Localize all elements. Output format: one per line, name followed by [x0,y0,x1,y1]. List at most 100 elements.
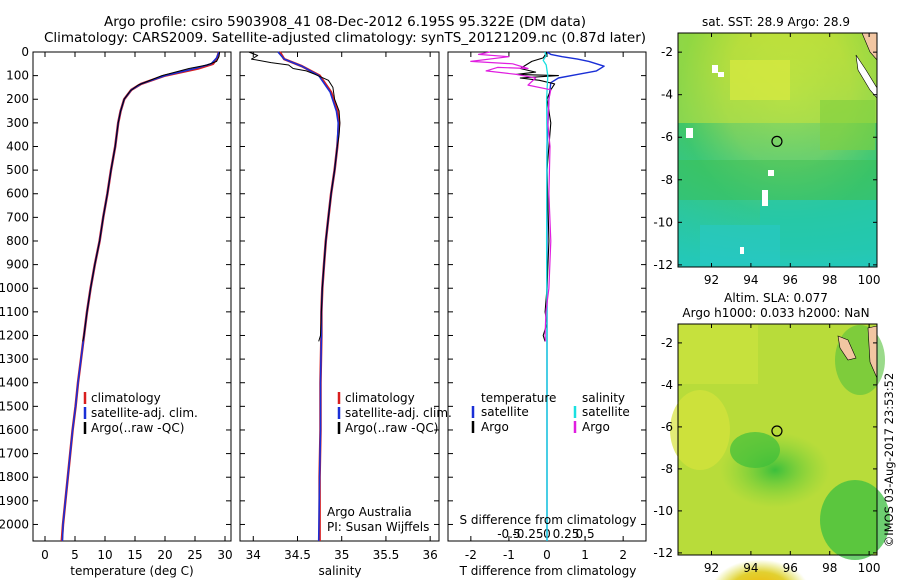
legend-label-climatology: climatology [91,391,161,405]
sla-map-image [670,324,890,580]
x-tick-label: 30 [217,548,232,562]
x-tick-label: -1 [503,548,515,562]
sst-map-axes [677,32,878,268]
y-tick-label: 300 [6,116,29,130]
x-tick-label: -2 [465,548,477,562]
x-tick-label: 25 [187,548,202,562]
y-tick-label: 2000 [0,517,29,531]
salinity-panel: 34 34.5 35 35.5 36 salinity climatology sate… [239,51,452,578]
salinity-legend: climatology satellite-adj. clim. Argo(..… [337,391,452,435]
x-tick-label: 35 [334,548,349,562]
sla-map-subtitle: Argo h1000: 0.033 h2000: NaN [682,306,869,320]
sla-map-title: Altim. SLA: 0.077 [724,291,828,305]
x-tick-label: 35.5 [373,548,400,562]
map-x-tick-label: 98 [822,561,837,575]
y-tick-label: 900 [6,258,29,272]
map-y-tick-label: -2 [661,336,673,350]
map-y-tick-label: -6 [661,130,673,144]
difference-panel: -2 -1 0 1 2 -0.5-0.25 0 0.250.5 S difference f… [447,51,647,578]
map-x-tick-label: 96 [783,561,798,575]
series-line-satellite-adj-clim- [277,51,339,542]
t-difference-label: T difference from climatology [459,564,637,578]
map-y-tick-label: -4 [661,88,673,102]
series-line-argo-raw-qc- [248,51,341,342]
legend-label-argo: Argo(..raw -QC) [345,421,438,435]
temperature-legend: climatology satellite-adj. clim. Argo(..… [83,391,198,435]
map-y-tick-label: -8 [661,462,673,476]
x-tick-label: 10 [97,548,112,562]
salinity-axes [239,51,440,542]
y-tick-label: 100 [6,69,29,83]
legend-label-t-satellite: satellite [481,405,529,419]
map-y-tick-label: -10 [653,504,673,518]
temperature-xlabel: temperature (deg C) [70,564,193,578]
map-x-tick-label: 98 [822,273,837,287]
s-tick-label: -0.5 [497,527,520,541]
map-y-tick-label: -2 [661,45,673,59]
sla-map-axes [677,323,878,556]
x-tick-label: 34.5 [284,548,311,562]
map-y-tick-label: -4 [661,378,673,392]
legend-heading-temperature: temperature [481,391,556,405]
s-tick-label: 0.25 [553,527,580,541]
series-line-climatology [60,51,221,542]
x-tick-label: 20 [157,548,172,562]
x-tick-label: 5 [71,548,79,562]
map-x-tick-label: 100 [858,273,881,287]
temperature-panel: 0100200300400500600700800900100011001200… [0,45,233,578]
legend-label-climatology: climatology [345,391,415,405]
sla-argo-position-marker [771,425,783,437]
y-tick-label: 1500 [0,399,29,413]
difference-legend: temperature satellite Argo salinity sate… [471,391,630,434]
y-tick-label: 0 [21,45,29,59]
header-line1: Argo profile: csiro 5903908_41 08-Dec-20… [104,14,586,30]
x-tick-label: 1 [581,548,589,562]
temperature-axes [32,51,232,542]
imos-credit: ©IMOS 03-Aug-2017 23:53:52 [882,373,896,548]
pi-note: PI: Susan Wijffels [327,520,429,534]
x-tick-label: 15 [127,548,142,562]
series-line-s-argo [470,51,552,342]
s-difference-label: S difference from climatology [460,513,637,527]
x-tick-label: 0 [41,548,49,562]
sst-map-title: sat. SST: 28.9 Argo: 28.9 [702,15,850,29]
map-y-tick-label: -8 [661,173,673,187]
s-tick-label: 0.5 [576,527,595,541]
y-tick-label: 700 [6,210,29,224]
y-tick-label: 200 [6,92,29,106]
x-tick-label: 2 [619,548,627,562]
map-x-tick-label: 92 [704,561,719,575]
y-tick-label: 1400 [0,376,29,390]
legend-label-satellite: satellite-adj. clim. [345,406,452,420]
map-x-tick-label: 92 [704,273,719,287]
header-line2: Climatology: CARS2009. Satellite-adjuste… [44,30,646,46]
y-tick-label: 1300 [0,352,29,366]
legend-heading-salinity: salinity [582,391,625,405]
y-tick-label: 1200 [0,328,29,342]
y-tick-label: 600 [6,187,29,201]
map-x-tick-label: 94 [743,273,758,287]
legend-label-s-argo: Argo [582,420,610,434]
sst-map-image [678,32,878,267]
x-tick-label: 0 [543,548,551,562]
map-y-tick-label: -10 [653,215,673,229]
x-tick-label: 36 [423,548,438,562]
series-line-climatology [278,51,341,541]
argo-australia-note: Argo Australia [327,505,412,519]
y-tick-label: 1000 [0,281,29,295]
map-y-tick-label: -12 [653,258,673,272]
sst-map-panel: sat. SST: 28.9 Argo: 28.9 92 94 96 98 100 -2 -… [653,15,880,287]
y-tick-label: 1600 [0,423,29,437]
y-tick-label: 500 [6,163,29,177]
map-y-tick-label: -6 [661,420,673,434]
map-x-tick-label: 100 [858,561,881,575]
series-line-s-satellite [542,51,549,541]
y-tick-label: 1800 [0,470,29,484]
y-tick-label: 400 [6,139,29,153]
sst-argo-position-marker [771,135,783,147]
series-line-argo-raw-qc- [82,51,221,342]
y-tick-label: 800 [6,234,29,248]
series-line-t-satellite [546,51,605,541]
legend-label-t-argo: Argo [481,420,509,434]
